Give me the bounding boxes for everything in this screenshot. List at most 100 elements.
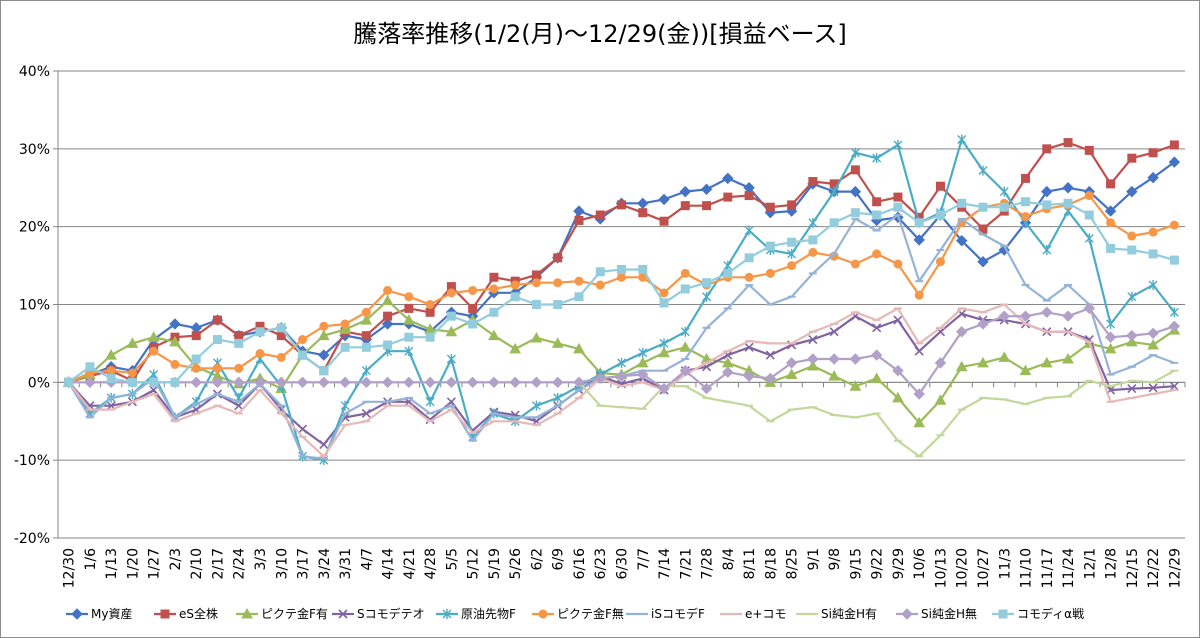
data-point xyxy=(1169,220,1179,230)
data-point xyxy=(893,259,903,269)
data-point xyxy=(105,349,118,360)
legend-item[interactable]: 原油先物F xyxy=(436,607,516,621)
data-point xyxy=(1127,153,1137,163)
data-point xyxy=(489,284,499,294)
data-point xyxy=(1041,306,1053,318)
data-point xyxy=(531,270,541,280)
legend[interactable]: My資産 eS全株 ピクテ金F有 Sコモデテオ 原油先物F ピクテ金F無 iSコモデF e+コ… xyxy=(66,606,1084,621)
data-point xyxy=(446,397,456,407)
x-tick-label: 8/4 xyxy=(721,548,737,571)
legend-item[interactable]: iSコモデF xyxy=(626,606,705,621)
data-point xyxy=(1148,249,1158,259)
legend-item[interactable]: Sコモデテオ xyxy=(332,606,425,621)
data-point xyxy=(383,340,393,350)
data-point xyxy=(425,415,435,425)
x-tick-label: 9/22 xyxy=(870,548,886,579)
data-point xyxy=(149,377,159,387)
data-point xyxy=(1083,302,1096,315)
x-tick-label: 1/20 xyxy=(125,548,141,579)
x-tick-label: 12/22 xyxy=(1146,548,1162,588)
data-point xyxy=(404,332,414,342)
data-point xyxy=(702,278,712,288)
data-point xyxy=(574,276,584,286)
data-point xyxy=(212,335,222,345)
data-point xyxy=(787,237,797,247)
x-tick-label: 3/17 xyxy=(296,548,312,579)
data-point xyxy=(658,382,670,395)
data-point xyxy=(255,327,265,337)
data-point xyxy=(425,300,435,309)
data-point xyxy=(1169,140,1179,150)
data-point xyxy=(914,290,924,300)
data-point xyxy=(935,210,945,220)
data-point xyxy=(1084,145,1094,155)
data-point xyxy=(1104,342,1117,354)
data-point xyxy=(425,396,435,407)
data-point xyxy=(126,337,139,348)
data-point xyxy=(170,377,180,387)
data-point xyxy=(998,310,1010,322)
x-tick-label: 6/2 xyxy=(529,548,545,571)
data-point xyxy=(638,264,648,274)
data-point xyxy=(531,278,541,288)
data-point xyxy=(808,177,818,187)
data-point xyxy=(829,327,839,337)
data-point xyxy=(573,205,585,217)
data-point xyxy=(744,342,754,352)
x-tick-label: 9/29 xyxy=(891,548,907,579)
x-tick-label: 2/3 xyxy=(168,548,184,571)
data-point xyxy=(977,318,989,330)
data-point xyxy=(190,376,202,389)
data-point xyxy=(191,363,201,373)
x-tick-label: 3/24 xyxy=(317,548,333,580)
data-point xyxy=(509,376,521,389)
data-point xyxy=(829,218,839,228)
data-point xyxy=(403,376,415,389)
data-point xyxy=(808,334,818,345)
x-tick-label: 7/14 xyxy=(657,548,673,580)
data-point xyxy=(403,314,415,325)
data-point xyxy=(381,376,394,389)
data-point xyxy=(659,288,669,298)
data-point xyxy=(658,193,670,206)
data-point xyxy=(383,311,393,321)
data-point xyxy=(318,376,330,389)
data-point xyxy=(276,323,286,333)
data-point xyxy=(1148,280,1158,291)
data-point xyxy=(594,372,606,385)
x-tick-label: 2/10 xyxy=(189,548,205,579)
data-point xyxy=(744,191,754,201)
series-原油先物F xyxy=(64,134,1179,466)
legend-item[interactable]: e+コモ xyxy=(720,607,786,621)
data-point xyxy=(595,280,605,290)
x-tick-label: 3/3 xyxy=(253,548,269,571)
legend-item[interactable]: Si純金H有 xyxy=(796,606,877,621)
legend-item[interactable]: My資産 xyxy=(66,606,132,621)
data-point xyxy=(617,264,626,274)
data-point xyxy=(617,272,626,282)
data-point xyxy=(553,253,563,263)
x-tick-label: 6/30 xyxy=(615,548,631,579)
data-point xyxy=(1126,185,1138,198)
legend-item[interactable]: eS全株 xyxy=(154,606,218,621)
legend-item[interactable]: コモディα戦 xyxy=(992,606,1084,621)
data-point xyxy=(106,366,116,376)
legend-marker xyxy=(338,609,348,619)
data-point xyxy=(553,300,563,309)
data-point xyxy=(807,359,819,371)
data-point xyxy=(64,377,74,387)
data-point xyxy=(361,307,371,317)
legend-item[interactable]: ピクテ金F無 xyxy=(532,606,624,621)
data-point xyxy=(298,350,308,360)
data-point xyxy=(1019,310,1032,322)
legend-marker xyxy=(901,608,913,620)
data-point xyxy=(787,200,797,210)
legend-item[interactable]: Si純金H無 xyxy=(896,606,977,621)
data-point xyxy=(872,153,882,164)
data-point xyxy=(446,311,456,321)
data-point xyxy=(679,185,691,198)
legend-item[interactable]: ピクテ金F有 xyxy=(236,606,328,621)
data-point xyxy=(191,354,201,364)
data-point xyxy=(638,347,648,358)
series-ピクテ金F無 xyxy=(64,191,1179,387)
